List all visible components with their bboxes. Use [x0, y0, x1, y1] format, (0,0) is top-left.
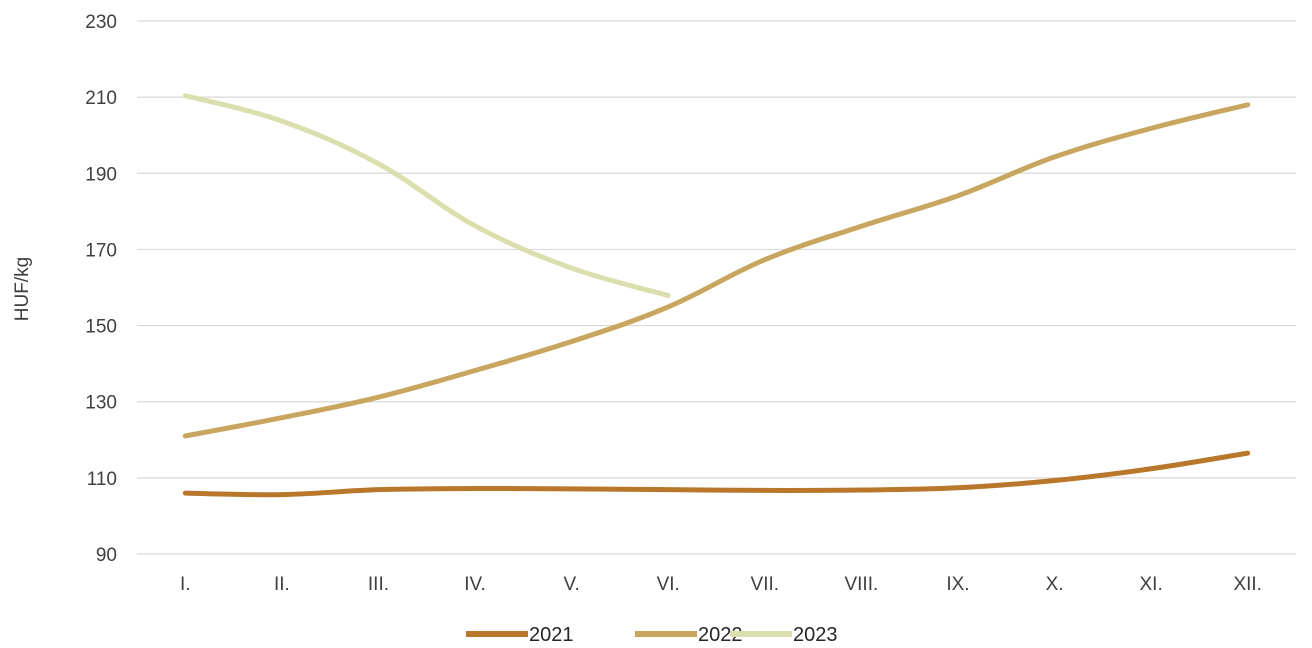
y-tick-label: 190: [85, 164, 117, 185]
y-tick-label: 150: [85, 317, 117, 338]
x-tick-label: XI.: [1140, 574, 1163, 595]
series-line-2022: [182, 102, 1251, 439]
y-tick-label: 210: [85, 88, 117, 109]
gridlines: [137, 20, 1296, 555]
y-tick-label: 90: [96, 545, 117, 566]
y-tick-label: 230: [85, 12, 117, 33]
x-tick-label: XII.: [1233, 574, 1262, 595]
x-tick-label: II.: [274, 574, 290, 595]
legend: 2021 2022 2023: [466, 624, 838, 646]
legend-label-2023: 2023: [793, 624, 838, 646]
y-tick-label: 110: [87, 469, 117, 490]
x-axis-tick-labels: I. II. III. IV. V. VI. VII. VIII. IX. X. XI. XII.: [180, 574, 1262, 595]
x-tick-label: VII.: [751, 574, 780, 595]
series-line-2023: [182, 93, 671, 298]
x-tick-label: III.: [368, 574, 389, 595]
y-axis-title: HUF/kg: [12, 257, 33, 321]
x-tick-label: VI.: [657, 574, 680, 595]
x-tick-label: V.: [564, 574, 580, 595]
legend-label-2022: 2022: [698, 624, 743, 646]
x-tick-label: VIII.: [844, 574, 878, 595]
y-axis-tick-labels: 90 110 130 150 170 190 210 230: [85, 12, 117, 566]
x-tick-label: IX.: [946, 574, 969, 595]
legend-label-2021: 2021: [529, 624, 574, 646]
x-tick-label: I.: [180, 574, 191, 595]
series-line-2021: [182, 450, 1251, 498]
series-lines: [182, 93, 1251, 498]
x-tick-label: X.: [1046, 574, 1064, 595]
y-tick-label: 130: [85, 393, 117, 414]
x-tick-label: IV.: [464, 574, 486, 595]
y-tick-label: 170: [85, 240, 117, 261]
